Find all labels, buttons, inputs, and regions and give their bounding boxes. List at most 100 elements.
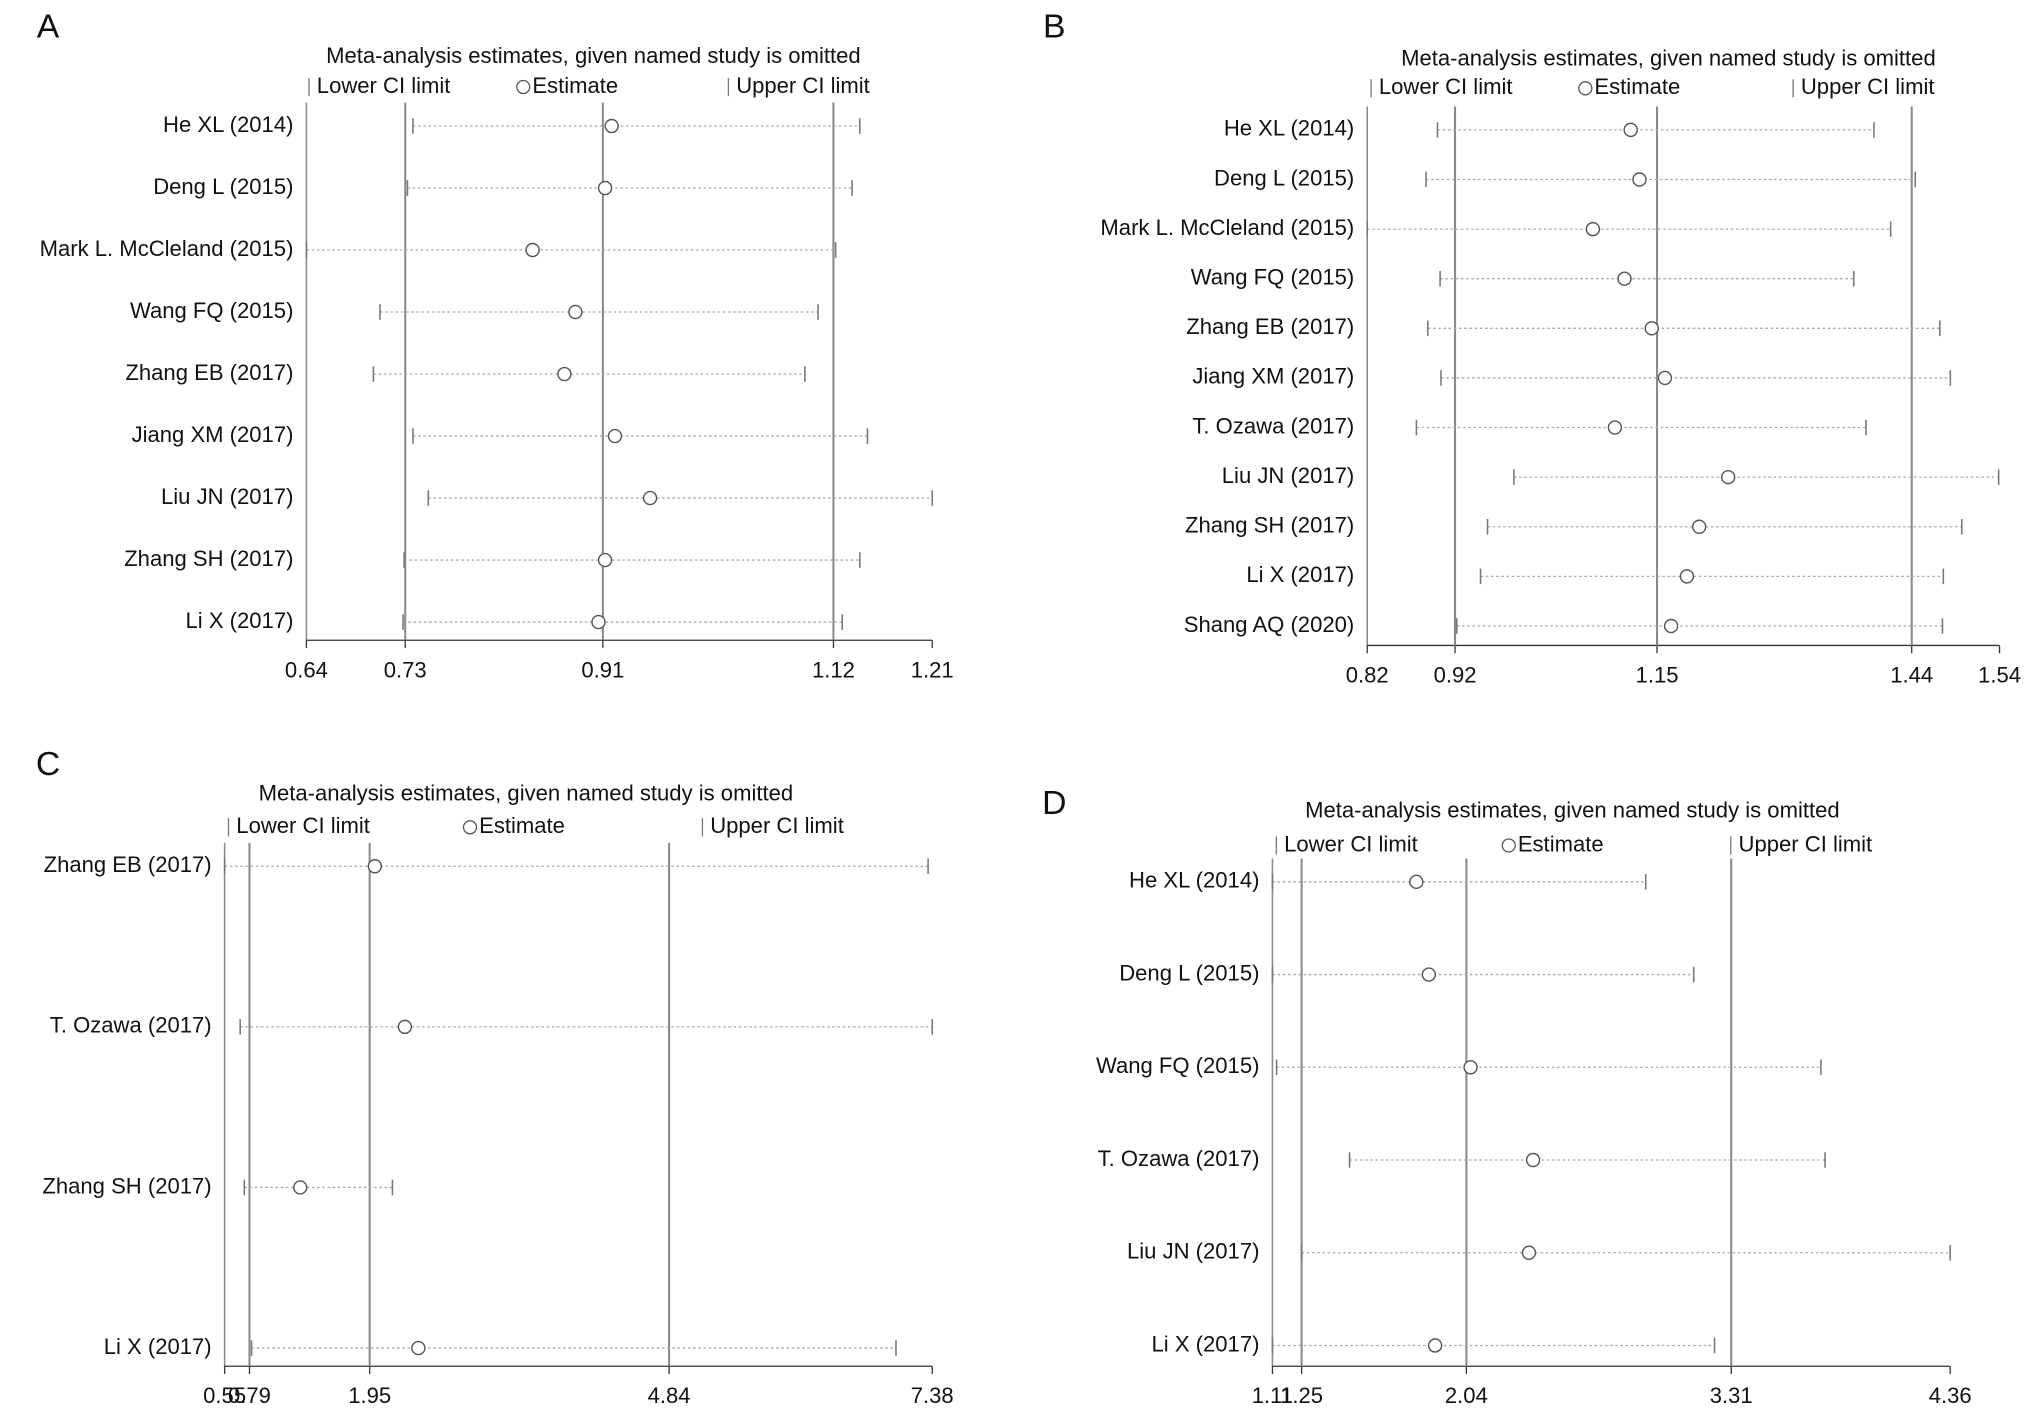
- legend-label: Upper CI limit: [1801, 74, 1935, 99]
- legend-label: Lower CI limit: [236, 813, 370, 838]
- x-tick-label: 1.12: [812, 657, 855, 682]
- y-tick-label: Liu JN (2017): [1222, 463, 1354, 488]
- y-tick-label: Wang FQ (2015): [130, 298, 293, 323]
- panel-label: D: [1042, 784, 1066, 822]
- estimate: [642, 490, 658, 506]
- legend-marker: [462, 820, 478, 835]
- legend-label: Lower CI limit: [1379, 74, 1513, 99]
- y-tick-label: T. Ozawa (2017): [1098, 1146, 1260, 1171]
- x-tick-label: 0.73: [384, 657, 427, 682]
- panel-label: A: [37, 7, 60, 45]
- chart-title: Meta-analysis estimates, given named stu…: [1401, 46, 1936, 71]
- estimate: [1632, 172, 1647, 187]
- x-tick-label: 0.79: [228, 1383, 271, 1408]
- y-tick-label: Li X (2017): [1246, 562, 1354, 587]
- estimate: [1521, 1245, 1537, 1260]
- y-tick-label: He XL (2014): [163, 112, 293, 137]
- y-tick-label: Jiang XM (2017): [1192, 364, 1354, 389]
- y-tick-label: Jiang XM (2017): [132, 422, 294, 447]
- y-tick-label: T. Ozawa (2017): [50, 1013, 212, 1038]
- panel-label: C: [36, 745, 60, 783]
- estimate: [1663, 618, 1679, 634]
- x-tick-label: 3.31: [1710, 1383, 1753, 1408]
- estimate: [557, 366, 572, 382]
- estimate: [1679, 569, 1695, 584]
- y-tick-label: Shang AQ (2020): [1184, 612, 1354, 637]
- estimate: [1427, 1338, 1443, 1353]
- y-tick-label: Zhang SH (2017): [42, 1173, 211, 1198]
- x-tick-label: 1.25: [1280, 1383, 1323, 1408]
- estimate: [1585, 221, 1601, 237]
- legend-marker: [1501, 838, 1516, 853]
- y-tick-label: Zhang EB (2017): [1186, 314, 1354, 339]
- legend-label: Lower CI limit: [1284, 831, 1418, 856]
- estimate: [293, 1180, 308, 1195]
- estimate: [591, 614, 606, 630]
- estimate: [525, 242, 540, 258]
- estimate: [1607, 420, 1623, 435]
- x-tick-label: 1.54: [1978, 662, 2021, 687]
- y-tick-label: Liu JN (2017): [1127, 1239, 1259, 1264]
- y-tick-label: T. Ozawa (2017): [1192, 413, 1354, 438]
- y-tick-label: Zhang EB (2017): [44, 852, 212, 877]
- x-tick-label: 0.91: [581, 657, 624, 682]
- legend-label: Estimate: [532, 73, 618, 98]
- x-tick-label: 4.84: [648, 1383, 691, 1408]
- x-tick-label: 1.95: [348, 1383, 391, 1408]
- x-tick-label: 4.36: [1929, 1383, 1972, 1408]
- estimate: [1644, 321, 1659, 336]
- estimate: [1657, 370, 1673, 386]
- x-tick-label: 1.44: [1890, 662, 1933, 687]
- y-tick-label: Li X (2017): [186, 608, 294, 633]
- chart-title: Meta-analysis estimates, given named stu…: [259, 781, 794, 806]
- y-tick-label: Deng L (2015): [153, 174, 293, 199]
- y-tick-label: Li X (2017): [104, 1334, 212, 1359]
- estimate: [607, 428, 623, 444]
- x-tick-label: 0.55: [203, 1383, 246, 1408]
- estimate: [597, 180, 613, 196]
- x-tick-label: 2.04: [1445, 1383, 1488, 1408]
- legend-label: Upper CI limit: [710, 813, 844, 838]
- y-tick-label: Liu JN (2017): [161, 484, 293, 509]
- estimate: [597, 552, 613, 568]
- estimate: [568, 304, 583, 320]
- legend-label: Lower CI limit: [317, 73, 451, 98]
- estimate: [367, 859, 383, 874]
- estimate: [1525, 1152, 1541, 1168]
- chart-title: Meta-analysis estimates, given named stu…: [1305, 798, 1840, 823]
- y-tick-label: He XL (2014): [1129, 868, 1259, 893]
- y-tick-label: Mark L. McCleland (2015): [40, 236, 294, 261]
- y-tick-label: Zhang EB (2017): [125, 360, 293, 385]
- estimate: [604, 118, 619, 134]
- estimate: [397, 1019, 413, 1035]
- y-tick-label: Deng L (2015): [1214, 165, 1354, 190]
- legend-label: Estimate: [479, 813, 565, 838]
- legend-label: Estimate: [1594, 74, 1680, 99]
- estimate: [1463, 1060, 1478, 1075]
- estimate: [1409, 874, 1424, 890]
- legend-marker: [1578, 81, 1593, 96]
- chart-title: Meta-analysis estimates, given named stu…: [326, 43, 861, 68]
- y-tick-label: Zhang SH (2017): [1185, 513, 1354, 538]
- y-tick-label: Wang FQ (2015): [1191, 265, 1354, 290]
- x-tick-label: 1.15: [1636, 662, 1679, 687]
- legend-label: Upper CI limit: [736, 73, 870, 98]
- x-tick-label: 0.92: [1434, 662, 1477, 687]
- y-tick-label: Mark L. McCleland (2015): [1100, 215, 1354, 240]
- x-tick-label: 1.21: [911, 657, 954, 682]
- estimate: [1421, 967, 1437, 982]
- estimate: [1623, 122, 1638, 138]
- legend-marker: [516, 79, 531, 95]
- y-tick-label: Li X (2017): [1152, 1331, 1260, 1356]
- legend-label: Estimate: [1518, 831, 1604, 856]
- y-tick-label: Deng L (2015): [1119, 960, 1259, 985]
- x-tick-label: 0.64: [285, 657, 328, 682]
- y-tick-label: Zhang SH (2017): [124, 546, 293, 571]
- estimate: [1617, 271, 1632, 286]
- estimate: [1691, 519, 1707, 534]
- x-tick-label: 7.38: [911, 1383, 954, 1408]
- estimate: [1720, 469, 1736, 485]
- x-tick-label: 1.11: [1252, 1383, 1293, 1408]
